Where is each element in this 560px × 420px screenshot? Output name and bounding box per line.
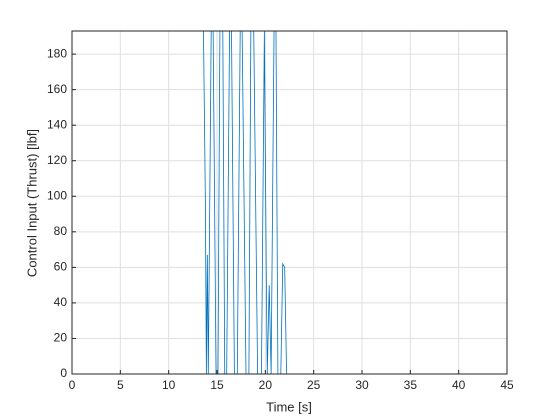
x-tick-label: 30 [355, 378, 369, 392]
y-tick-label: 20 [54, 331, 68, 345]
y-tick-label: 160 [47, 82, 67, 96]
x-tick-label: 15 [210, 378, 224, 392]
y-tick-label: 0 [60, 366, 67, 380]
x-tick-label: 45 [500, 378, 514, 392]
y-tick-label: 120 [47, 153, 67, 167]
x-tick-label: 20 [259, 378, 273, 392]
x-tick-label: 40 [452, 378, 466, 392]
plot-area [72, 31, 507, 374]
y-tick-label: 60 [54, 260, 68, 274]
x-tick-label: 10 [162, 378, 176, 392]
x-tick-label: 35 [404, 378, 418, 392]
y-tick-label: 40 [54, 295, 68, 309]
x-tick-label: 0 [69, 378, 76, 392]
y-tick-label: 140 [47, 117, 67, 131]
y-tick-label: 180 [47, 46, 67, 60]
y-tick-label: 80 [54, 224, 68, 238]
axes-box [71, 30, 508, 375]
y-axis-label: Control Input (Thrust) [lbf] [24, 129, 39, 277]
x-tick-label: 5 [117, 378, 124, 392]
y-tick-label: 100 [47, 188, 67, 202]
x-axis-label: Time [s] [266, 399, 312, 414]
x-tick-label: 25 [307, 378, 321, 392]
